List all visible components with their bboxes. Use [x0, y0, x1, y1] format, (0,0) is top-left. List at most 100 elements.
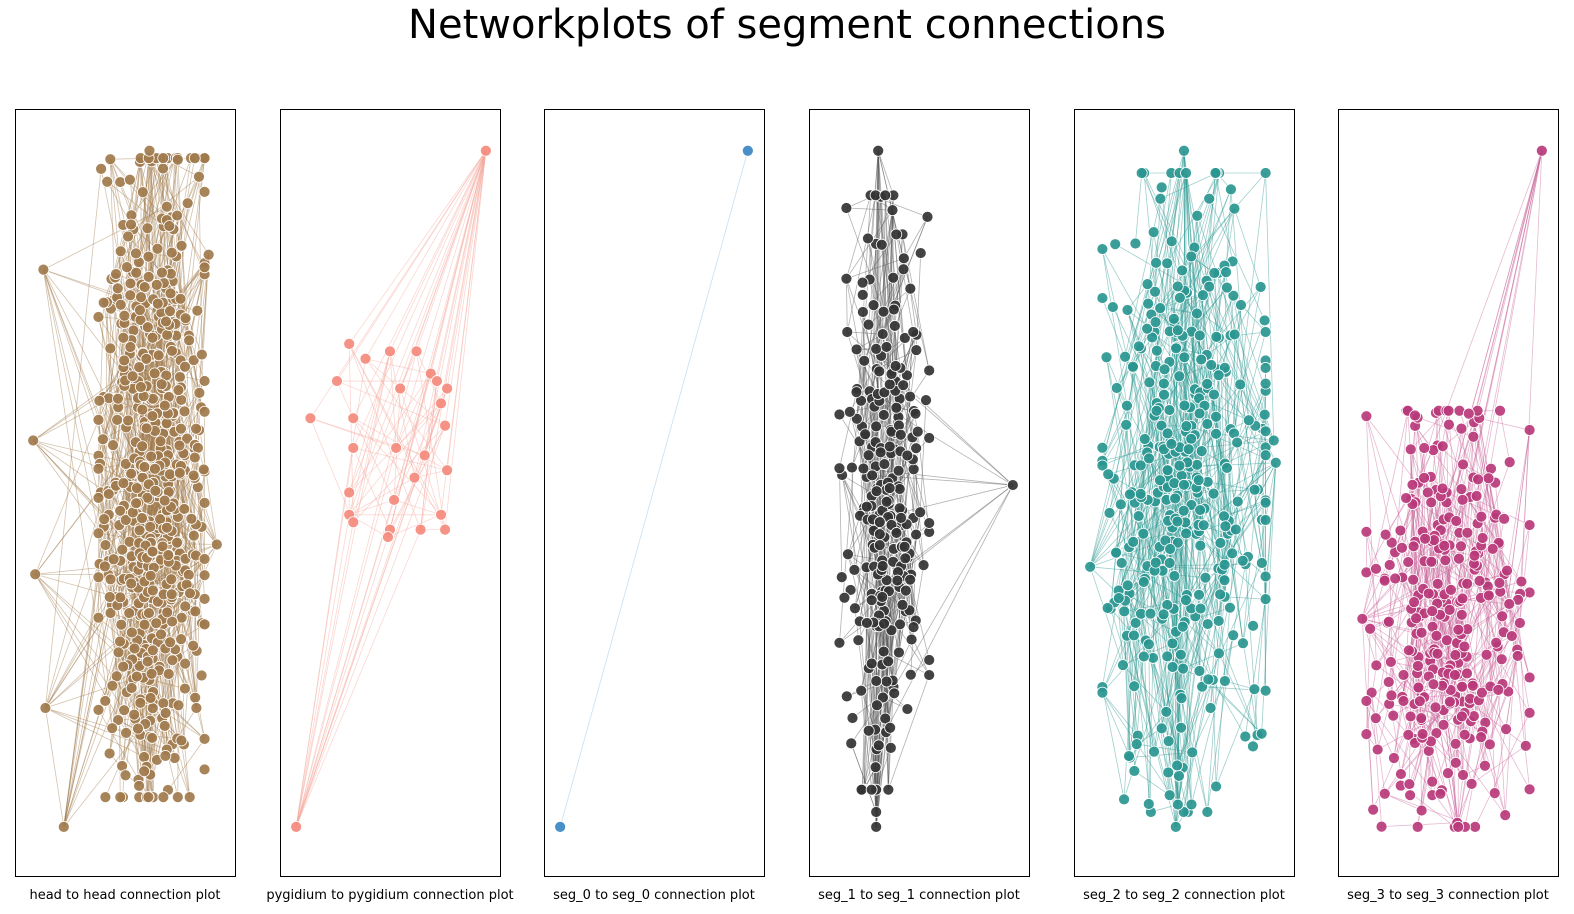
node — [1461, 526, 1474, 539]
node — [1154, 192, 1167, 205]
edge — [1366, 415, 1432, 503]
node — [850, 343, 863, 356]
edge — [1218, 653, 1258, 736]
edge — [295, 388, 448, 827]
node — [125, 218, 137, 231]
node — [92, 491, 105, 504]
edge — [349, 499, 395, 516]
node — [857, 462, 870, 475]
node — [1496, 610, 1509, 623]
node — [1143, 452, 1155, 465]
edge — [45, 678, 134, 709]
node — [178, 503, 191, 515]
node — [1523, 783, 1536, 796]
node — [158, 494, 171, 507]
edge — [1432, 150, 1543, 651]
edge — [446, 150, 487, 471]
edge — [98, 316, 119, 408]
edge — [1147, 499, 1173, 542]
node — [1418, 471, 1430, 484]
edge — [164, 413, 190, 575]
node-group — [27, 144, 223, 833]
edge — [1199, 371, 1227, 511]
edge — [1477, 410, 1530, 713]
edge — [1409, 707, 1436, 796]
edge — [1208, 679, 1262, 734]
node — [1163, 404, 1176, 416]
node — [154, 435, 167, 448]
edge — [1135, 172, 1143, 244]
edge — [352, 150, 487, 523]
node — [343, 337, 356, 350]
edge — [295, 351, 417, 827]
edge — [395, 373, 432, 449]
node — [1155, 181, 1168, 194]
edge — [1371, 692, 1386, 794]
node — [1395, 768, 1407, 780]
edge — [1121, 562, 1187, 601]
edge — [1473, 654, 1487, 717]
edge — [1148, 458, 1168, 605]
node — [909, 407, 922, 420]
edge — [841, 474, 873, 594]
node — [1128, 680, 1141, 693]
node — [125, 682, 138, 694]
node — [873, 516, 886, 528]
node — [1203, 280, 1216, 293]
node — [117, 660, 130, 673]
node — [880, 495, 893, 508]
node — [1161, 464, 1174, 477]
node — [1370, 659, 1383, 672]
edge — [1195, 533, 1266, 600]
edge — [395, 150, 487, 449]
node — [1465, 777, 1478, 790]
edge — [1102, 284, 1148, 461]
panel-frame — [1338, 109, 1559, 877]
node — [131, 482, 143, 495]
node — [1396, 541, 1408, 554]
node — [1150, 404, 1163, 417]
node — [870, 675, 883, 687]
node — [441, 464, 454, 477]
node — [1462, 407, 1475, 420]
edge — [1191, 680, 1226, 753]
node — [174, 292, 187, 305]
edge — [389, 150, 487, 530]
edge — [63, 519, 105, 827]
node — [882, 655, 895, 668]
edge — [444, 150, 487, 426]
edge — [892, 639, 912, 681]
edge — [919, 400, 927, 513]
node — [119, 514, 132, 526]
node — [198, 152, 211, 165]
edge — [336, 380, 446, 426]
edge — [1361, 618, 1374, 810]
node — [866, 469, 879, 482]
node — [873, 365, 886, 378]
edge — [63, 563, 100, 827]
edge — [1118, 598, 1138, 745]
node — [1180, 167, 1192, 179]
node — [173, 439, 186, 452]
node — [1129, 237, 1142, 250]
node — [889, 360, 902, 372]
node — [857, 306, 869, 318]
node — [115, 618, 128, 631]
edge — [1191, 504, 1219, 569]
network-panel-3: seg_1 to seg_1 connection plot — [809, 109, 1030, 903]
node — [1482, 589, 1495, 602]
node — [1141, 322, 1154, 335]
node — [142, 270, 155, 283]
node — [1210, 330, 1223, 343]
edge — [295, 514, 350, 827]
edge — [424, 403, 442, 456]
node — [150, 617, 163, 630]
node — [1258, 314, 1271, 327]
edge — [871, 150, 879, 476]
edge — [1233, 295, 1256, 426]
node — [1157, 377, 1170, 390]
node — [1191, 458, 1203, 471]
node — [904, 573, 917, 586]
node — [877, 691, 889, 704]
edge — [186, 254, 210, 585]
